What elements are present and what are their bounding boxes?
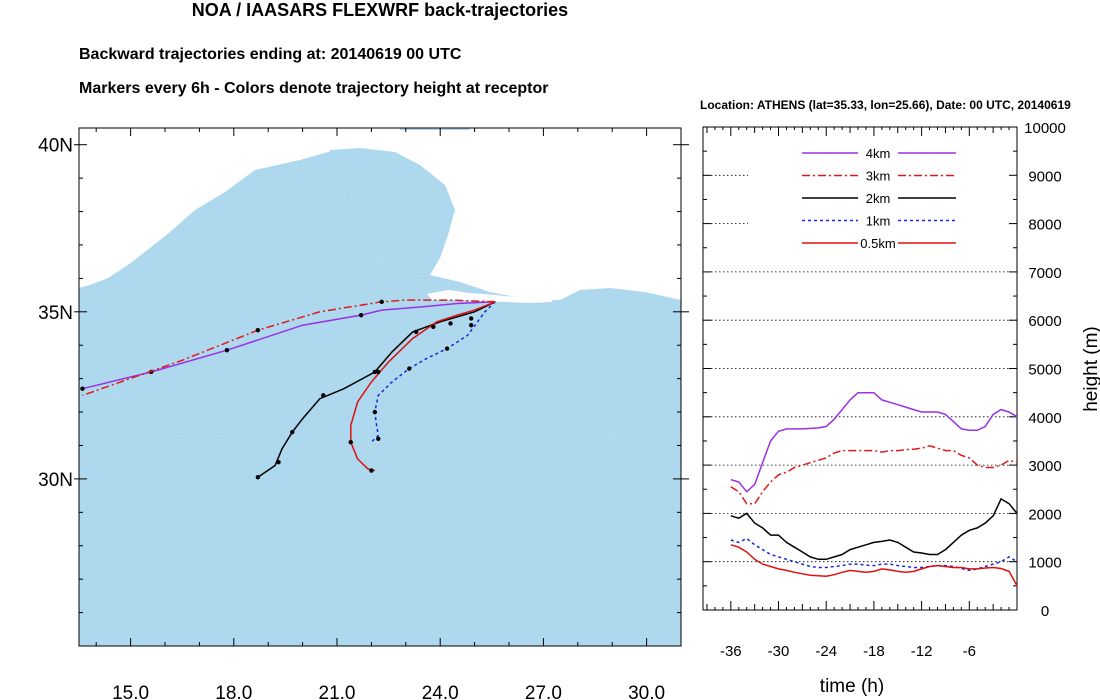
map-panel: 15.0 18.0 21.0 24.0 27.0 30.0 30N 35N 40N: [38, 127, 689, 700]
height-y-tick-label: 9000: [1028, 168, 1061, 185]
height-y-tick-label: 4000: [1028, 410, 1061, 427]
ionian-sea: [79, 150, 681, 438]
map-axis-ticks: 15.0 18.0 21.0 24.0 27.0 30.0 30N 35N 40N: [38, 128, 689, 700]
aegean-sea: [330, 148, 455, 278]
trajectory-3km: [82, 299, 496, 397]
height-y-tick-label: 7000: [1028, 265, 1061, 282]
height-y-tick-label: 10000: [1024, 120, 1066, 137]
height-x-tick-label: -6: [963, 643, 976, 660]
map-y-tick-label: 35N: [38, 303, 73, 324]
legend-label: 4km: [866, 146, 891, 161]
trajectory-marker-0.5km: [431, 324, 436, 330]
height-x-tick-label: -12: [911, 643, 933, 660]
height-y-tick-label: 1000: [1028, 555, 1061, 572]
height-panel: Location: ATHENS (lat=35.33, lon=25.66),…: [700, 98, 1100, 697]
map-y-tick-label: 30N: [38, 470, 73, 491]
trajectory-marker-1km: [444, 346, 450, 351]
trajectory-marker-0.5km: [376, 369, 381, 375]
trajectory-1km: [370, 301, 496, 443]
legend-label: 1km: [866, 214, 891, 229]
height-series-3km: [730, 445, 1018, 505]
trajectory-marker-0.5km: [448, 321, 453, 326]
height-series-4km: [730, 391, 1018, 493]
trajectory-marker-4km: [224, 348, 230, 353]
trajectory-marker-0.5km: [348, 439, 353, 445]
trajectory-marker-1km: [376, 436, 381, 441]
height-series: [730, 391, 1018, 587]
map-x-tick-label: 24.0: [422, 683, 459, 700]
map-frame: [78, 127, 682, 647]
trajectory-marker-2km: [372, 369, 378, 375]
trajectory-marker-4km: [80, 386, 85, 391]
chart-title: NOA / IAASARS FLEXWRF back-trajectories: [191, 0, 569, 20]
trajectory-marker-0.5km: [369, 468, 374, 473]
height-x-tick-label: -18: [863, 643, 885, 660]
trajectory-marker-2km: [321, 393, 326, 398]
trajectory-marker-3km: [379, 299, 384, 304]
trajectory-marker-2km: [468, 316, 474, 321]
trajectory-marker-1km: [468, 322, 474, 328]
height-y-tick-label: 6000: [1028, 313, 1061, 330]
map-x-tick-label: 21.0: [319, 683, 356, 700]
height-series-2km: [730, 497, 1018, 561]
legend-label: 2km: [866, 191, 891, 206]
height-y-tick-label: 3000: [1028, 458, 1061, 475]
height-x-tick-label: -36: [720, 643, 742, 660]
height-y-tick-label: 0: [1041, 603, 1049, 620]
height-panel-title: Location: ATHENS (lat=35.33, lon=25.66),…: [700, 98, 1071, 112]
trajectory-2km: [257, 301, 496, 478]
chart-subtitle-legend-note: Markers every 6h - Colors denote traject…: [79, 80, 549, 97]
height-gridlines: [703, 174, 1017, 563]
trajectory-0.5km: [350, 301, 496, 472]
map-x-tick-label: 27.0: [525, 683, 562, 700]
map-x-tick-label: 30.0: [628, 683, 665, 700]
height-y-tick-label: 5000: [1028, 362, 1061, 379]
trajectory-marker-1km: [407, 366, 412, 371]
island-cyprus: [640, 258, 675, 272]
map-x-tick-label: 18.0: [215, 683, 252, 700]
legend-label: 0.5km: [860, 236, 895, 251]
height-x-tick-label: -30: [768, 643, 790, 660]
x-axis-label: time (h): [820, 676, 884, 697]
chart-subtitle-date: Backward trajectories ending at: 2014061…: [79, 46, 462, 63]
y-axis-label: height (m): [1081, 326, 1100, 412]
trajectory-marker-2km: [255, 475, 261, 480]
height-axis-ticks: 0 1000 2000 3000 4000 5000 6000 7000 8000 9000 100…: [703, 120, 1066, 660]
trajectory-marker-2km: [413, 329, 419, 335]
map-x-tick-label: 15.0: [112, 683, 149, 700]
trajectory-marker-4km: [358, 312, 364, 318]
trajectory-marker-2km: [276, 459, 281, 465]
trajectory-marker-1km: [372, 409, 378, 415]
map-y-tick-label: 40N: [38, 136, 73, 157]
height-series-1km: [730, 537, 1018, 572]
map-trajectories: [80, 299, 496, 480]
height-x-tick-label: -24: [815, 643, 837, 660]
trajectory-marker-2km: [290, 429, 295, 435]
height-y-tick-label: 2000: [1028, 506, 1061, 523]
trajectory-marker-3km: [255, 327, 261, 333]
land-layer: [79, 128, 681, 438]
legend-label: 3km: [866, 169, 891, 184]
height-y-tick-label: 8000: [1028, 217, 1061, 234]
height-legend: 4km 3km 2km 1km 0.5km: [802, 146, 956, 251]
height-series-0.5km: [730, 544, 1018, 587]
